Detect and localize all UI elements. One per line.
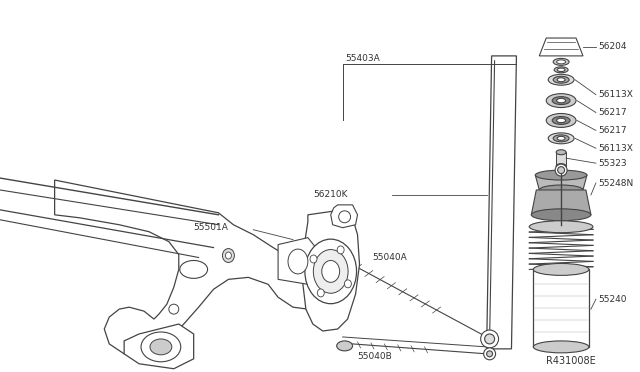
Text: 56113X: 56113X [598,90,633,99]
Ellipse shape [557,68,565,71]
Text: 56113X: 56113X [598,144,633,153]
Ellipse shape [548,74,574,85]
Text: 56217: 56217 [598,126,627,135]
Ellipse shape [555,164,567,176]
Text: 55323: 55323 [598,158,627,168]
Ellipse shape [141,332,180,362]
Ellipse shape [557,60,566,64]
Ellipse shape [337,341,353,351]
Text: 55040A: 55040A [372,253,407,262]
Ellipse shape [548,133,574,144]
Polygon shape [331,205,358,228]
Text: 55248N: 55248N [598,179,633,187]
Polygon shape [535,175,587,190]
Text: 55403A: 55403A [346,54,380,63]
Ellipse shape [486,351,493,357]
Ellipse shape [337,246,344,254]
Ellipse shape [342,253,356,266]
Ellipse shape [288,249,308,274]
Text: 56204: 56204 [598,42,627,51]
Ellipse shape [546,113,576,127]
Ellipse shape [310,255,317,263]
Ellipse shape [484,334,495,344]
Ellipse shape [180,260,207,278]
Polygon shape [486,56,516,349]
Polygon shape [303,210,360,331]
Ellipse shape [531,209,591,221]
Text: R431008E: R431008E [546,356,596,366]
Ellipse shape [150,339,172,355]
Ellipse shape [554,67,568,73]
Ellipse shape [533,263,589,275]
Ellipse shape [225,252,232,259]
Ellipse shape [553,58,569,65]
Ellipse shape [557,137,565,140]
Ellipse shape [529,221,593,232]
Ellipse shape [535,170,587,180]
Ellipse shape [344,280,351,288]
Ellipse shape [484,348,495,360]
Text: 56210K: 56210K [313,190,348,199]
Text: 55240: 55240 [598,295,627,304]
Ellipse shape [317,289,324,297]
Polygon shape [54,180,338,357]
Ellipse shape [314,250,348,293]
Ellipse shape [223,248,234,263]
Polygon shape [124,324,194,369]
Ellipse shape [556,164,566,169]
Ellipse shape [305,239,356,304]
Text: 56217: 56217 [598,108,627,117]
Ellipse shape [546,94,576,108]
Bar [556,152,566,166]
Ellipse shape [556,150,566,155]
Bar [533,269,589,347]
Ellipse shape [552,116,570,124]
Text: 55040B: 55040B [358,352,392,361]
Ellipse shape [533,341,589,353]
Ellipse shape [557,98,566,103]
Polygon shape [540,38,583,56]
Ellipse shape [339,211,351,223]
Ellipse shape [553,76,569,83]
Ellipse shape [169,304,179,314]
Polygon shape [531,190,591,215]
Ellipse shape [540,185,583,195]
Text: 55501A: 55501A [194,223,228,232]
Ellipse shape [557,167,564,174]
Polygon shape [278,238,316,284]
Ellipse shape [322,260,340,282]
Ellipse shape [552,97,570,105]
Ellipse shape [481,330,499,348]
Ellipse shape [557,118,566,123]
Ellipse shape [553,135,569,142]
Ellipse shape [557,78,565,82]
